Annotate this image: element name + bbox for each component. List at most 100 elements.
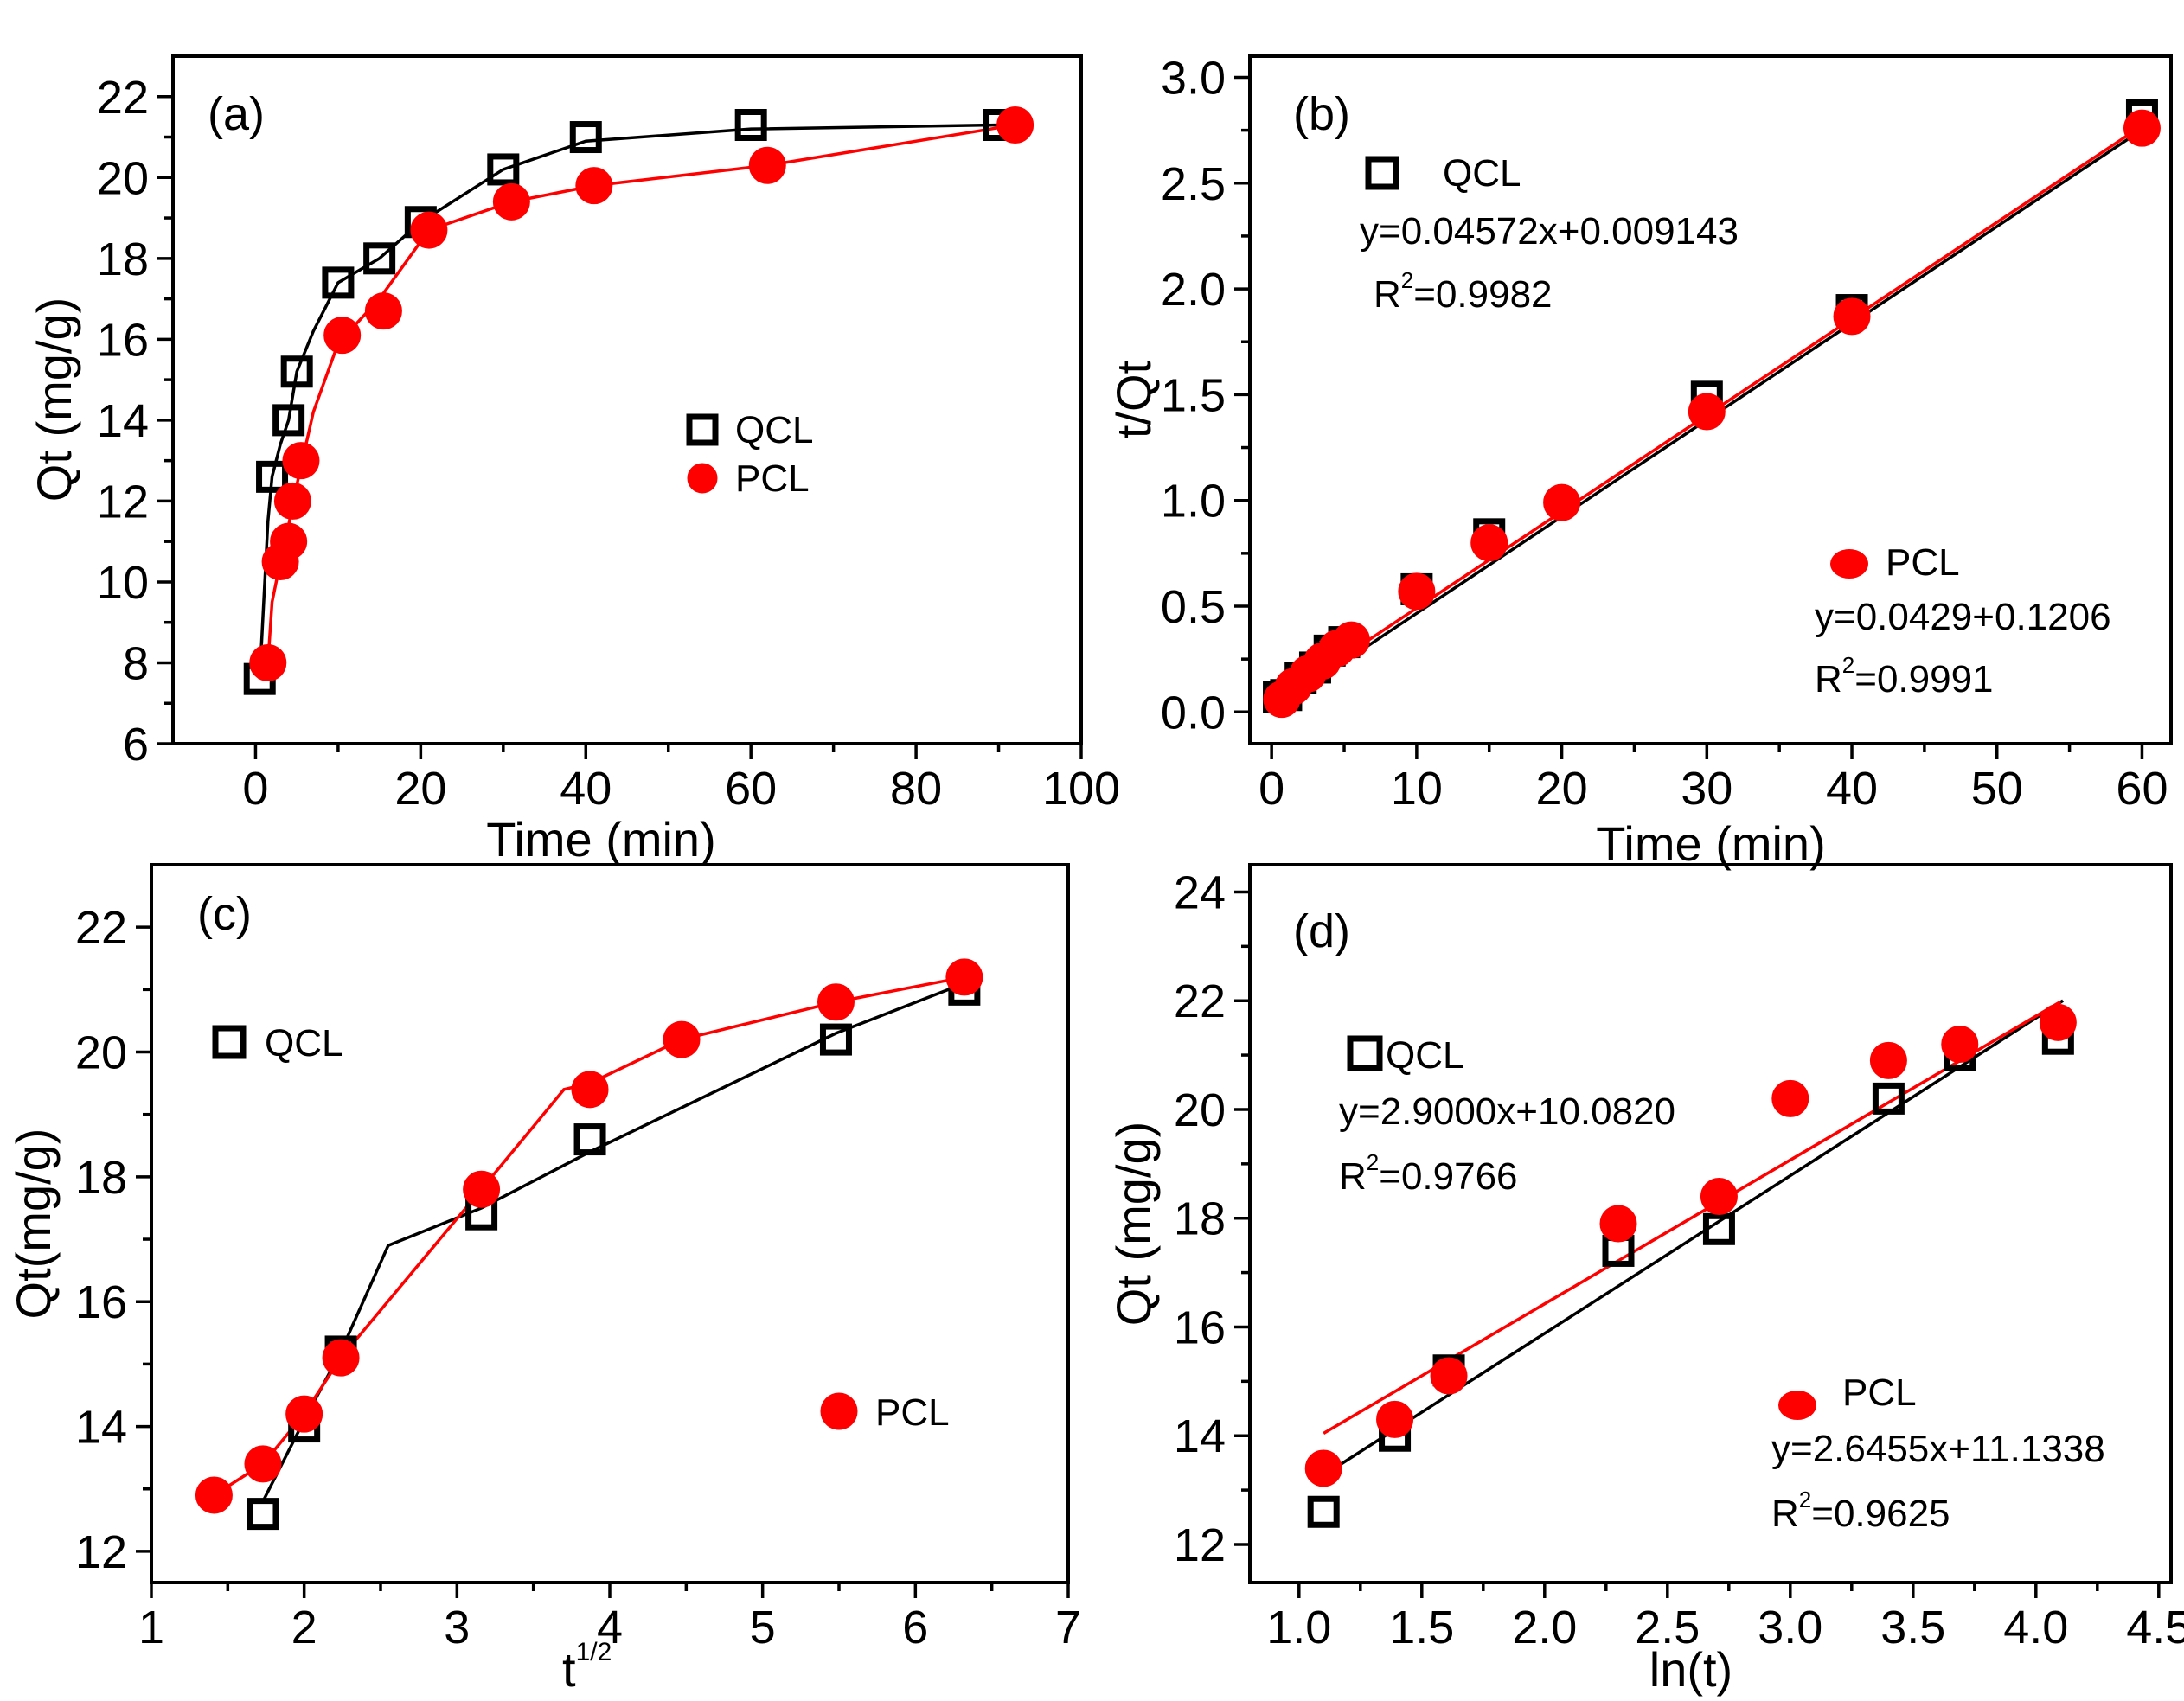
fit-line-qcl: [261, 982, 965, 1502]
x-tick-label: 1: [138, 1602, 164, 1653]
x-axis-title: Time (min): [1596, 816, 1825, 871]
legend-label-pcl: PCL: [735, 457, 810, 500]
legend-marker-qcl: [1365, 156, 1399, 190]
y-tick-label: 14: [1174, 1410, 1226, 1462]
data-point-pcl: [1398, 572, 1436, 611]
annotations-b: QCLy=0.04572x+0.009143R2=0.9982PCLy=0.04…: [1360, 152, 2111, 700]
y-tick-label: 22: [97, 72, 149, 124]
x-axis-title-sup: 1/2: [576, 1638, 612, 1666]
data-point-pcl: [492, 182, 530, 221]
y-tick-label: 12: [1174, 1519, 1226, 1571]
y-tick-label: 18: [1174, 1193, 1226, 1245]
data-point-qcl: [573, 1123, 606, 1156]
y-tick-label: 14: [97, 395, 149, 447]
x-tick-label: 4.0: [2003, 1602, 2068, 1653]
y-tick-label: 22: [1174, 975, 1226, 1027]
x-tick-label: 10: [1391, 763, 1443, 815]
r2-value: =0.9766: [1379, 1155, 1517, 1198]
data-point-qcl: [569, 121, 602, 154]
y-tick-label: 16: [75, 1276, 127, 1328]
y-tick-label: 20: [75, 1027, 127, 1079]
x-tick-label: 6: [902, 1602, 928, 1653]
plot-frame: [171, 54, 1083, 745]
data-point-pcl: [249, 643, 287, 681]
x-tick-label: 20: [394, 763, 446, 815]
x-axis-title-base: t: [562, 1642, 576, 1697]
fit-line-pcl: [213, 975, 965, 1497]
legend-label-qcl: QCL: [1386, 1034, 1463, 1077]
y-tick-label: 10: [97, 557, 149, 609]
data-point-qcl: [1872, 1082, 1905, 1115]
x-tick-label: 4: [597, 1602, 623, 1653]
x-tick-label: 60: [725, 763, 777, 815]
y-tick-label: 0.0: [1161, 687, 1226, 739]
data-point-pcl: [463, 1170, 501, 1208]
data-point-pcl: [1543, 483, 1581, 521]
data-point-pcl: [748, 146, 786, 184]
x-axis-title: Time (min): [486, 812, 715, 866]
equation-pcl: y=2.6455x+11.1338: [1771, 1428, 2105, 1470]
plot-frame: [150, 863, 1070, 1584]
data-point-pcl: [1430, 1357, 1468, 1395]
chart-panel-a: 0 20 40 60 80 100 6 8 10 12 14 16 18 20 22 (a) Time (min…: [27, 54, 1120, 866]
data-point-pcl: [1304, 1449, 1342, 1487]
r2-sup: 2: [1799, 1487, 1811, 1512]
x-tick-label: 50: [1971, 763, 2023, 815]
data-point-pcl: [996, 106, 1034, 144]
y-axis-title: t/Qt: [1106, 360, 1161, 438]
data-point-qcl: [280, 355, 313, 388]
data-point-pcl: [323, 317, 362, 355]
legend-label-pcl: PCL: [875, 1391, 950, 1434]
y-axis-title: Qt (mg/g): [1106, 1122, 1161, 1326]
data-point-pcl: [663, 1020, 701, 1058]
y-tick-label: 18: [75, 1152, 127, 1204]
panel-label: (a): [208, 88, 265, 140]
data-point-pcl: [1599, 1205, 1637, 1243]
y-tick-label: 2.0: [1161, 264, 1226, 316]
legend-label-qcl: QCL: [735, 409, 813, 451]
r2-qcl: R2=0.9766: [1339, 1149, 1518, 1198]
x-tick-label: 30: [1681, 763, 1732, 815]
x-tick-label: 60: [2116, 763, 2168, 815]
legend-marker-pcl: [820, 1392, 858, 1430]
chart-panel-d: 1.0 1.5 2.0 2.5 3.0 3.5 4.0 4.512141618202224(d…: [1106, 863, 2184, 1697]
fit-line-pcl: [266, 123, 1015, 663]
data-point-qcl: [247, 1498, 279, 1531]
y-tick-label: 1.0: [1161, 476, 1226, 528]
x-tick-label: 7: [1055, 1602, 1081, 1653]
y-tick-label: 0.5: [1161, 581, 1226, 633]
data-point-qcl: [819, 1023, 852, 1056]
y-tick-label: 20: [97, 152, 149, 204]
r2-pcl: R2=0.9625: [1771, 1487, 1950, 1535]
data-point-pcl: [273, 482, 311, 520]
y-tick-label: 24: [1174, 866, 1226, 918]
legend-label-pcl: PCL: [1842, 1372, 1917, 1414]
panel-label: (c): [197, 888, 252, 940]
data-point-pcl: [1700, 1178, 1738, 1216]
data-point-pcl: [575, 167, 613, 205]
y-tick-label: 8: [123, 637, 149, 689]
plot-frame: [1248, 863, 2173, 1584]
x-tick-label: 4.5: [2126, 1602, 2184, 1653]
x-tick-label: 100: [1042, 763, 1120, 815]
panel-label: (b): [1293, 88, 1350, 140]
data-point-qcl: [1307, 1495, 1340, 1528]
data-point-pcl: [817, 983, 855, 1021]
y-tick-label: 22: [75, 902, 127, 954]
data-point-pcl: [1833, 297, 1871, 336]
legend-label-qcl: QCL: [1443, 152, 1521, 195]
x-tick-label: 3.0: [1758, 1602, 1822, 1653]
legend-label-pcl: PCL: [1886, 541, 1960, 584]
data-point-pcl: [285, 1395, 323, 1433]
chart-panel-b: 0 10 20 30 40 50 60 0.0 0.5 1.0 1.5 2.0 2.5 3.0 (b) Tim…: [1106, 52, 2173, 871]
x-tick-label: 1.5: [1389, 1602, 1454, 1653]
data-point-pcl: [2039, 1003, 2077, 1041]
r2-prefix: R: [1339, 1155, 1367, 1198]
y-tick-label: 2.5: [1161, 158, 1226, 210]
y-tick-label: 12: [75, 1526, 127, 1578]
r2-pcl: R2=0.9991: [1815, 652, 1994, 700]
legend-a: QCL PCL: [686, 409, 813, 500]
y-tick-label: 6: [123, 719, 149, 771]
r2-value: =0.9991: [1854, 658, 1993, 700]
